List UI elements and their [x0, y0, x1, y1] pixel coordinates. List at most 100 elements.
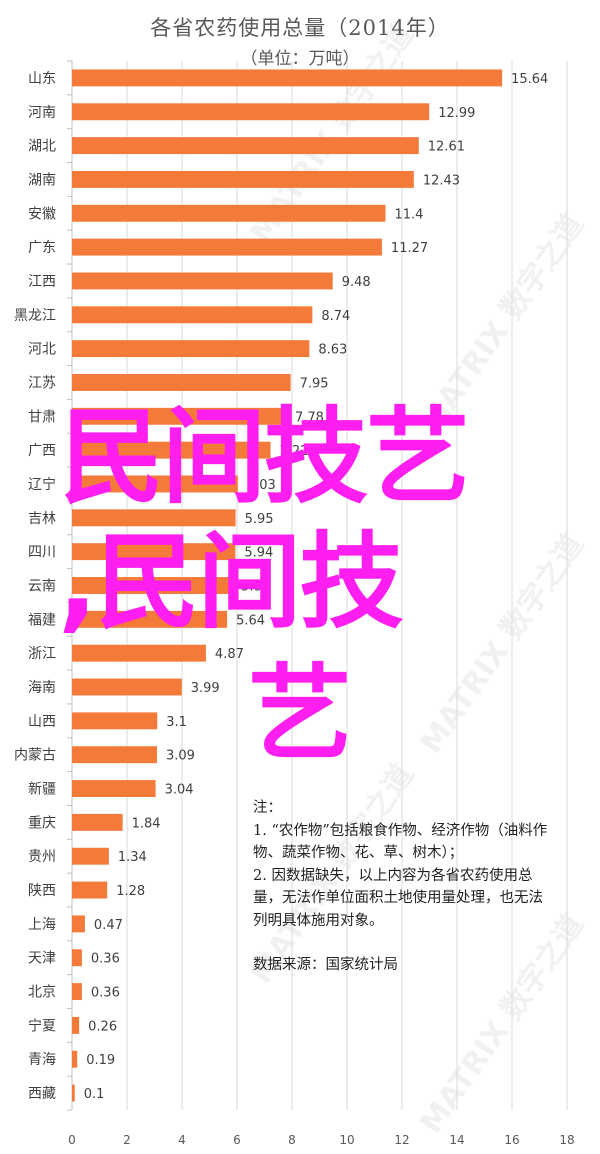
bar — [72, 204, 386, 222]
category-label: 新疆 — [28, 782, 56, 798]
x-tick-label: 2 — [123, 1133, 131, 1147]
category-label: 重庆 — [28, 815, 56, 831]
overlay-text-line-3: 艺 — [248, 653, 353, 775]
x-tick-label: 10 — [339, 1133, 354, 1147]
bar — [72, 881, 108, 899]
category-label: 安徽 — [28, 206, 56, 222]
data-label: 11.4 — [395, 207, 424, 222]
data-label: 5.94 — [244, 546, 273, 561]
data-label: 7.78 — [295, 410, 324, 425]
note-block: 注： 1. “农作物”包括粮食作物、经济作物（油料作物、蔬菜作物、花、草、树木）… — [253, 797, 553, 977]
category-label: 山东 — [28, 71, 56, 87]
data-label: 15.64 — [511, 72, 548, 87]
data-label: 6.03 — [247, 478, 276, 493]
data-label: 11.27 — [391, 241, 428, 256]
category-label: 河北 — [28, 342, 56, 358]
bar — [72, 441, 271, 459]
data-label: 7.95 — [300, 376, 329, 391]
chart-title: 各省农药使用总量（2014年） — [150, 16, 450, 40]
x-tick-label: 8 — [288, 1133, 296, 1147]
bar — [72, 238, 382, 256]
note-item-1: 1. “农作物”包括粮食作物、经济作物（油料作物、蔬菜作物、花、草、树木）； — [253, 822, 548, 862]
bar — [72, 1050, 78, 1068]
bar — [72, 475, 238, 493]
note-source: 数据来源：国家统计局 — [253, 957, 398, 973]
category-label: 福建 — [28, 612, 56, 628]
data-label: 3.09 — [166, 749, 195, 764]
bar — [72, 610, 228, 628]
bar — [72, 272, 333, 290]
data-label: 9.48 — [342, 275, 371, 290]
x-tick-label: 12 — [394, 1133, 409, 1147]
x-tick-label: 16 — [504, 1133, 519, 1147]
x-tick-label: 18 — [559, 1133, 574, 1147]
category-label: 陕西 — [28, 883, 56, 899]
x-tick-label: 4 — [178, 1133, 186, 1147]
bar — [72, 577, 233, 594]
bar — [72, 678, 182, 696]
category-label: 湖南 — [28, 172, 56, 188]
data-label: 0.26 — [88, 1019, 117, 1034]
category-label: 吉林 — [28, 511, 56, 527]
data-label: 12.43 — [423, 173, 460, 188]
data-label: 1.34 — [118, 850, 147, 865]
bar — [72, 780, 156, 797]
bar — [72, 170, 414, 188]
data-label: 1.84 — [132, 816, 161, 831]
data-label: 12.61 — [428, 140, 465, 155]
data-label: 0.1 — [84, 1087, 105, 1102]
category-label: 湖北 — [28, 139, 56, 155]
bar — [72, 746, 157, 764]
category-label: 浙江 — [28, 646, 56, 662]
category-label: 北京 — [28, 985, 56, 1001]
data-label: 3.1 — [166, 715, 187, 730]
bar — [72, 374, 291, 391]
category-label: 江苏 — [28, 375, 56, 391]
data-label: 7.22 — [280, 444, 309, 459]
bar — [72, 509, 236, 527]
category-label: 宁夏 — [28, 1017, 56, 1034]
x-tick-label: 0 — [68, 1133, 76, 1147]
data-label: 0.36 — [91, 986, 120, 1001]
chart-subtitle: （单位：万吨） — [240, 49, 360, 69]
data-label: 8.74 — [321, 309, 350, 324]
category-label: 云南 — [28, 579, 56, 595]
category-label: 甘肃 — [28, 409, 56, 425]
bar — [72, 407, 286, 425]
category-label: 江西 — [28, 274, 56, 290]
bar — [72, 543, 236, 561]
data-label: 0.36 — [91, 952, 120, 967]
data-label: 1.28 — [116, 884, 145, 899]
category-label: 青海 — [28, 1052, 56, 1068]
data-label: 5.64 — [236, 613, 265, 628]
x-tick-label: 6 — [233, 1133, 241, 1147]
bar — [72, 306, 313, 324]
bar — [72, 103, 430, 121]
data-label: 0.47 — [94, 918, 123, 933]
category-label: 海南 — [28, 680, 56, 696]
bar — [72, 69, 503, 87]
bar — [72, 847, 109, 865]
data-label: 3.04 — [165, 783, 194, 798]
data-label: 3.99 — [191, 681, 220, 696]
bar — [72, 983, 82, 1001]
category-label: 贵州 — [28, 849, 56, 865]
overlay-text-line-2: ,民间技 — [58, 521, 404, 643]
note-item-2: 2. 因数据缺失，以上内容为各省农药使用总量，无法作单位面积土地使用量处理，也无… — [253, 867, 543, 929]
category-label: 河南 — [28, 105, 56, 121]
data-label: 0.19 — [86, 1053, 115, 1068]
bar — [72, 915, 85, 933]
category-label: 四川 — [28, 545, 56, 561]
category-label: 天津 — [28, 951, 56, 967]
data-label: 5.95 — [245, 512, 274, 527]
data-label: 12.99 — [438, 106, 475, 121]
bar — [72, 1016, 80, 1034]
bar — [72, 813, 123, 831]
data-label: 5.82 — [241, 580, 270, 595]
category-label: 广东 — [28, 240, 56, 256]
category-label: 内蒙古 — [14, 748, 56, 764]
overlay-text-line-1: 民间技艺 — [60, 396, 470, 518]
category-label: 上海 — [28, 917, 56, 933]
